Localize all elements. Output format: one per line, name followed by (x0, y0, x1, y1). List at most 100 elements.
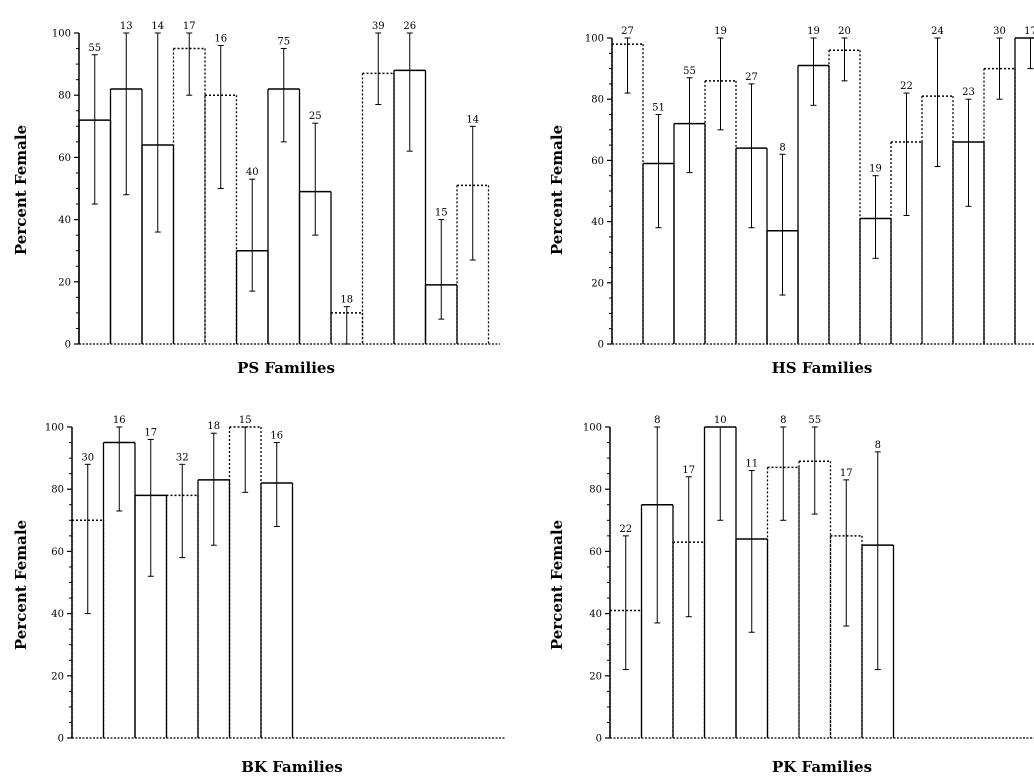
bar: 17 (1014, 26, 1034, 344)
bar: 14 (141, 21, 175, 344)
bar: 19 (797, 26, 830, 344)
bar: 19 (859, 164, 892, 344)
bar-count-label: 17 (183, 21, 196, 32)
bar-count-label: 55 (88, 43, 101, 54)
bar: 24 (921, 26, 954, 344)
y-tick-label: 0 (598, 340, 604, 351)
bar: 22 (890, 81, 923, 344)
bar: 8 (861, 440, 895, 738)
bar: 20 (828, 26, 861, 344)
bar: 17 (134, 427, 168, 738)
y-axis-title: Percent Female (548, 520, 566, 650)
bar-count-label: 14 (151, 21, 164, 32)
bar-count-label: 30 (81, 452, 94, 463)
y-axis-title: Percent Female (12, 520, 30, 650)
y-tick-label: 60 (58, 153, 71, 164)
bar-count-label: 39 (372, 21, 385, 32)
bar-count-label: 18 (207, 421, 220, 432)
y-tick-label: 60 (589, 547, 602, 558)
y-tick-label: 80 (58, 91, 71, 102)
bar: 16 (102, 415, 136, 738)
bar-count-label: 22 (619, 524, 632, 535)
bar: 55 (798, 415, 832, 738)
y-tick-label: 80 (51, 485, 64, 496)
bar-count-label: 20 (838, 26, 851, 37)
y-tick-label: 40 (591, 217, 604, 228)
y-tick-label: 80 (589, 485, 602, 496)
bar-count-label: 55 (808, 415, 821, 426)
y-tick-label: 60 (51, 547, 64, 558)
bar: 30 (983, 26, 1016, 344)
bar: 27 (735, 72, 768, 344)
bar: 14 (456, 114, 490, 344)
bar: 17 (172, 21, 206, 344)
y-tick-label: 20 (591, 278, 604, 289)
bar: 15 (424, 208, 458, 344)
y-axis-title: Percent Female (12, 125, 30, 255)
bar: 55 (673, 66, 706, 344)
bar-count-label: 24 (931, 26, 944, 37)
bar-count-label: 22 (900, 81, 913, 92)
bar-count-label: 30 (993, 26, 1006, 37)
y-tick-label: 0 (596, 734, 602, 745)
chart-panel-4: 0 20 40 60 80 100 22 8 17 10 11 8 55 17 8 Percent Femal… (548, 415, 1034, 776)
bar-count-label: 16 (270, 431, 283, 442)
bar: 26 (393, 21, 427, 344)
y-tick-label: 40 (51, 609, 64, 620)
chart-panel-2: 0 20 40 60 80 100 27 51 55 19 27 8 19 20 19 22 24 23 30 17 P… (548, 26, 1034, 377)
bar-count-label: 10 (714, 415, 727, 426)
bar-count-label: 51 (652, 103, 665, 114)
bar-count-label: 19 (714, 26, 727, 37)
bar-count-label: 19 (869, 164, 882, 175)
bar-count-label: 32 (176, 452, 189, 463)
bar: 15 (228, 415, 262, 738)
bar: 32 (165, 452, 199, 738)
x-axis-title: PS Families (237, 359, 335, 377)
bar-count-label: 25 (309, 111, 322, 122)
y-tick-label: 60 (591, 156, 604, 167)
bar: 40 (235, 167, 269, 344)
bar-count-label: 17 (1024, 26, 1034, 37)
bar-count-label: 23 (962, 87, 975, 98)
bar-count-label: 19 (807, 26, 820, 37)
x-axis-title: PK Families (772, 758, 872, 776)
y-tick-label: 100 (52, 29, 71, 40)
bar: 19 (704, 26, 737, 344)
bar: 8 (766, 415, 800, 738)
bar-count-label: 40 (246, 167, 259, 178)
bar-count-label: 27 (621, 26, 634, 37)
y-tick-label: 80 (591, 95, 604, 106)
bar: 16 (204, 33, 238, 344)
bar-count-label: 17 (840, 468, 853, 479)
bar: 75 (267, 37, 301, 344)
bar: 17 (672, 465, 706, 738)
bar: 39 (361, 21, 395, 344)
bar-count-label: 16 (214, 33, 227, 44)
y-tick-label: 20 (58, 277, 71, 288)
chart-panel-1: 0 20 40 60 80 100 55 13 14 17 16 40 75 25 18 39 26 15 14 Pe… (12, 21, 500, 377)
bar-count-label: 8 (780, 415, 786, 426)
bar: 25 (298, 111, 332, 344)
bar: 27 (611, 26, 644, 344)
bar: 23 (952, 87, 985, 344)
y-tick-label: 100 (45, 423, 64, 434)
bar: 18 (330, 295, 364, 345)
bar: 30 (71, 452, 105, 738)
x-axis-title: BK Families (241, 758, 342, 776)
y-tick-label: 0 (65, 340, 71, 351)
bar: 18 (197, 421, 231, 738)
y-tick-label: 0 (58, 734, 64, 745)
bar-count-label: 75 (277, 37, 290, 48)
bar-count-label: 17 (682, 465, 695, 476)
x-axis-title: HS Families (772, 359, 873, 377)
y-tick-label: 20 (589, 671, 602, 682)
bar-count-label: 11 (745, 459, 758, 470)
bar: 17 (829, 468, 863, 738)
y-tick-label: 100 (585, 34, 604, 45)
bar: 10 (703, 415, 737, 738)
y-tick-label: 20 (51, 671, 64, 682)
chart-panel-3: 0 20 40 60 80 100 30 16 17 32 18 15 16 Percent Female… (12, 415, 505, 776)
bar-count-label: 8 (654, 415, 660, 426)
bar-count-label: 55 (683, 66, 696, 77)
